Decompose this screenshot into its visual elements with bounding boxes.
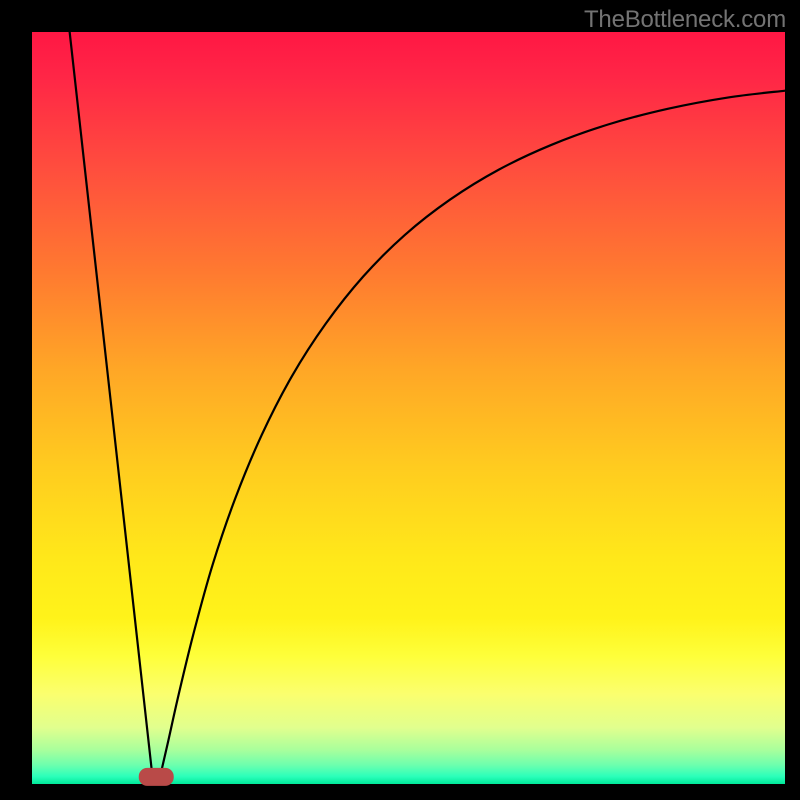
bottleneck-curve	[70, 32, 785, 777]
curve-overlay	[0, 0, 800, 800]
minimum-marker	[139, 768, 173, 785]
